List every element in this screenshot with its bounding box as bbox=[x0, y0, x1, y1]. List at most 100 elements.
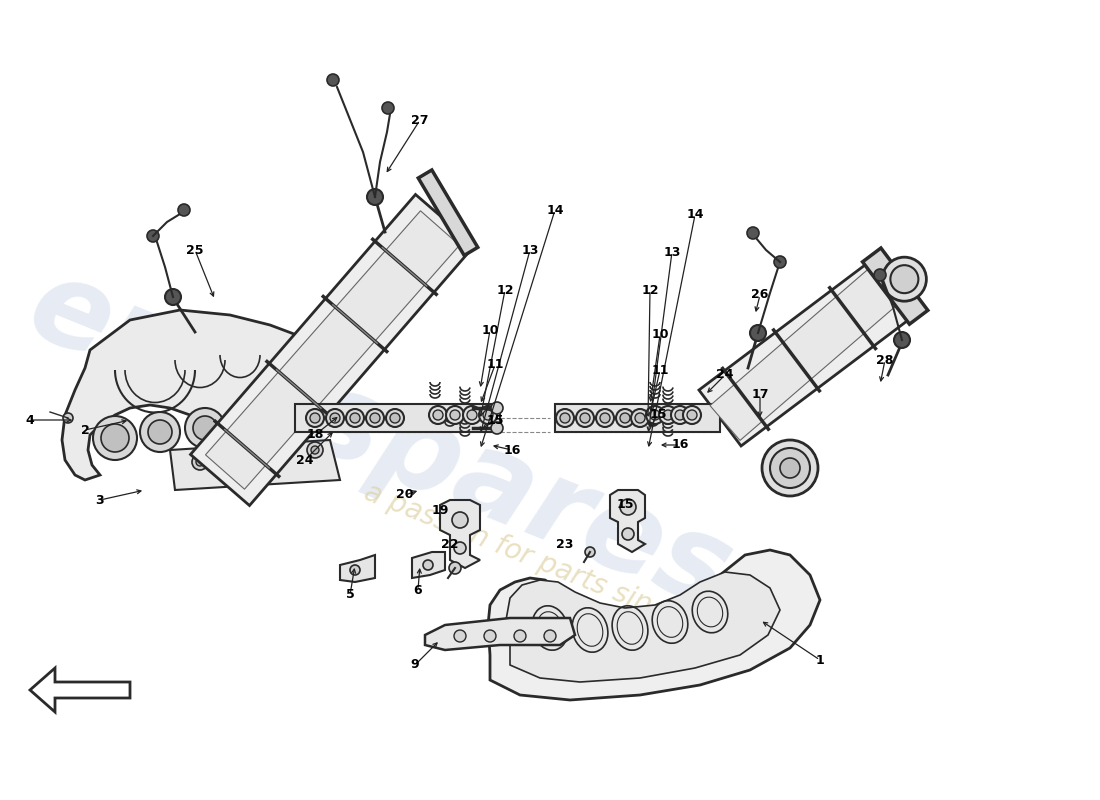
Polygon shape bbox=[610, 490, 645, 552]
Text: a passion for parts since 1985: a passion for parts since 1985 bbox=[360, 478, 760, 662]
Circle shape bbox=[270, 402, 306, 438]
Circle shape bbox=[688, 410, 697, 420]
Circle shape bbox=[63, 413, 73, 423]
Text: 6: 6 bbox=[414, 583, 422, 597]
Circle shape bbox=[382, 102, 394, 114]
Text: 12: 12 bbox=[496, 283, 514, 297]
Circle shape bbox=[311, 446, 319, 454]
Circle shape bbox=[750, 325, 766, 341]
Circle shape bbox=[236, 414, 258, 436]
Circle shape bbox=[449, 562, 461, 574]
Circle shape bbox=[230, 407, 266, 443]
Circle shape bbox=[277, 409, 299, 431]
Polygon shape bbox=[62, 310, 336, 480]
Circle shape bbox=[560, 413, 570, 423]
Circle shape bbox=[327, 74, 339, 86]
Circle shape bbox=[620, 413, 630, 423]
Circle shape bbox=[675, 410, 685, 420]
Circle shape bbox=[631, 409, 649, 427]
Text: 19: 19 bbox=[431, 503, 449, 517]
Circle shape bbox=[370, 413, 379, 423]
Circle shape bbox=[429, 406, 447, 424]
Text: 22: 22 bbox=[441, 538, 459, 551]
Circle shape bbox=[140, 412, 180, 452]
Circle shape bbox=[659, 406, 676, 424]
Text: 13: 13 bbox=[663, 246, 681, 258]
Circle shape bbox=[424, 560, 433, 570]
Polygon shape bbox=[862, 248, 927, 324]
Text: 10: 10 bbox=[651, 329, 669, 342]
Text: 15: 15 bbox=[616, 498, 634, 511]
Text: 23: 23 bbox=[557, 538, 574, 551]
Text: 28: 28 bbox=[877, 354, 893, 366]
Circle shape bbox=[390, 413, 400, 423]
Polygon shape bbox=[425, 618, 575, 650]
Circle shape bbox=[310, 413, 320, 423]
Circle shape bbox=[452, 512, 468, 528]
Circle shape bbox=[600, 413, 610, 423]
Text: 16: 16 bbox=[504, 443, 520, 457]
Circle shape bbox=[683, 406, 701, 424]
Text: 27: 27 bbox=[411, 114, 429, 126]
Circle shape bbox=[468, 410, 477, 420]
Polygon shape bbox=[488, 550, 820, 700]
Circle shape bbox=[620, 499, 636, 515]
Text: 1: 1 bbox=[815, 654, 824, 666]
Circle shape bbox=[770, 448, 810, 488]
Circle shape bbox=[236, 454, 244, 462]
Text: 10: 10 bbox=[482, 323, 498, 337]
Text: 5: 5 bbox=[345, 589, 354, 602]
Circle shape bbox=[894, 332, 910, 348]
Text: 25: 25 bbox=[186, 243, 204, 257]
Polygon shape bbox=[206, 211, 460, 489]
Circle shape bbox=[621, 528, 634, 540]
Circle shape bbox=[774, 256, 786, 268]
Text: 18: 18 bbox=[306, 429, 323, 442]
Circle shape bbox=[326, 409, 344, 427]
Circle shape bbox=[491, 402, 503, 414]
Circle shape bbox=[671, 406, 689, 424]
Text: 4: 4 bbox=[25, 414, 34, 426]
Circle shape bbox=[346, 409, 364, 427]
Text: 15: 15 bbox=[649, 409, 667, 422]
Circle shape bbox=[307, 442, 323, 458]
Text: 24: 24 bbox=[296, 454, 314, 466]
Text: 24: 24 bbox=[716, 369, 734, 382]
Text: 16: 16 bbox=[671, 438, 689, 451]
Circle shape bbox=[94, 416, 138, 460]
Circle shape bbox=[576, 409, 594, 427]
Text: 12: 12 bbox=[641, 283, 659, 297]
Text: 11: 11 bbox=[486, 358, 504, 371]
Circle shape bbox=[650, 410, 660, 420]
Polygon shape bbox=[506, 572, 780, 682]
Text: 14: 14 bbox=[547, 203, 563, 217]
Circle shape bbox=[367, 189, 383, 205]
Circle shape bbox=[874, 269, 886, 281]
Circle shape bbox=[580, 413, 590, 423]
Text: 9: 9 bbox=[410, 658, 419, 671]
Circle shape bbox=[101, 424, 129, 452]
Circle shape bbox=[882, 257, 926, 301]
Circle shape bbox=[366, 409, 384, 427]
Polygon shape bbox=[295, 404, 500, 432]
Polygon shape bbox=[556, 404, 720, 432]
Circle shape bbox=[544, 630, 556, 642]
Circle shape bbox=[454, 630, 466, 642]
Text: 20: 20 bbox=[396, 489, 414, 502]
Polygon shape bbox=[30, 668, 130, 712]
Circle shape bbox=[663, 410, 673, 420]
Circle shape bbox=[330, 413, 340, 423]
Text: 2: 2 bbox=[80, 423, 89, 437]
Polygon shape bbox=[412, 552, 446, 578]
Circle shape bbox=[616, 409, 634, 427]
Circle shape bbox=[596, 409, 614, 427]
Circle shape bbox=[148, 420, 172, 444]
Circle shape bbox=[185, 408, 226, 448]
Circle shape bbox=[276, 450, 284, 458]
Circle shape bbox=[890, 265, 918, 293]
Circle shape bbox=[446, 406, 464, 424]
Circle shape bbox=[585, 547, 595, 557]
Circle shape bbox=[454, 542, 466, 554]
Text: 15: 15 bbox=[486, 414, 504, 426]
Circle shape bbox=[635, 413, 645, 423]
